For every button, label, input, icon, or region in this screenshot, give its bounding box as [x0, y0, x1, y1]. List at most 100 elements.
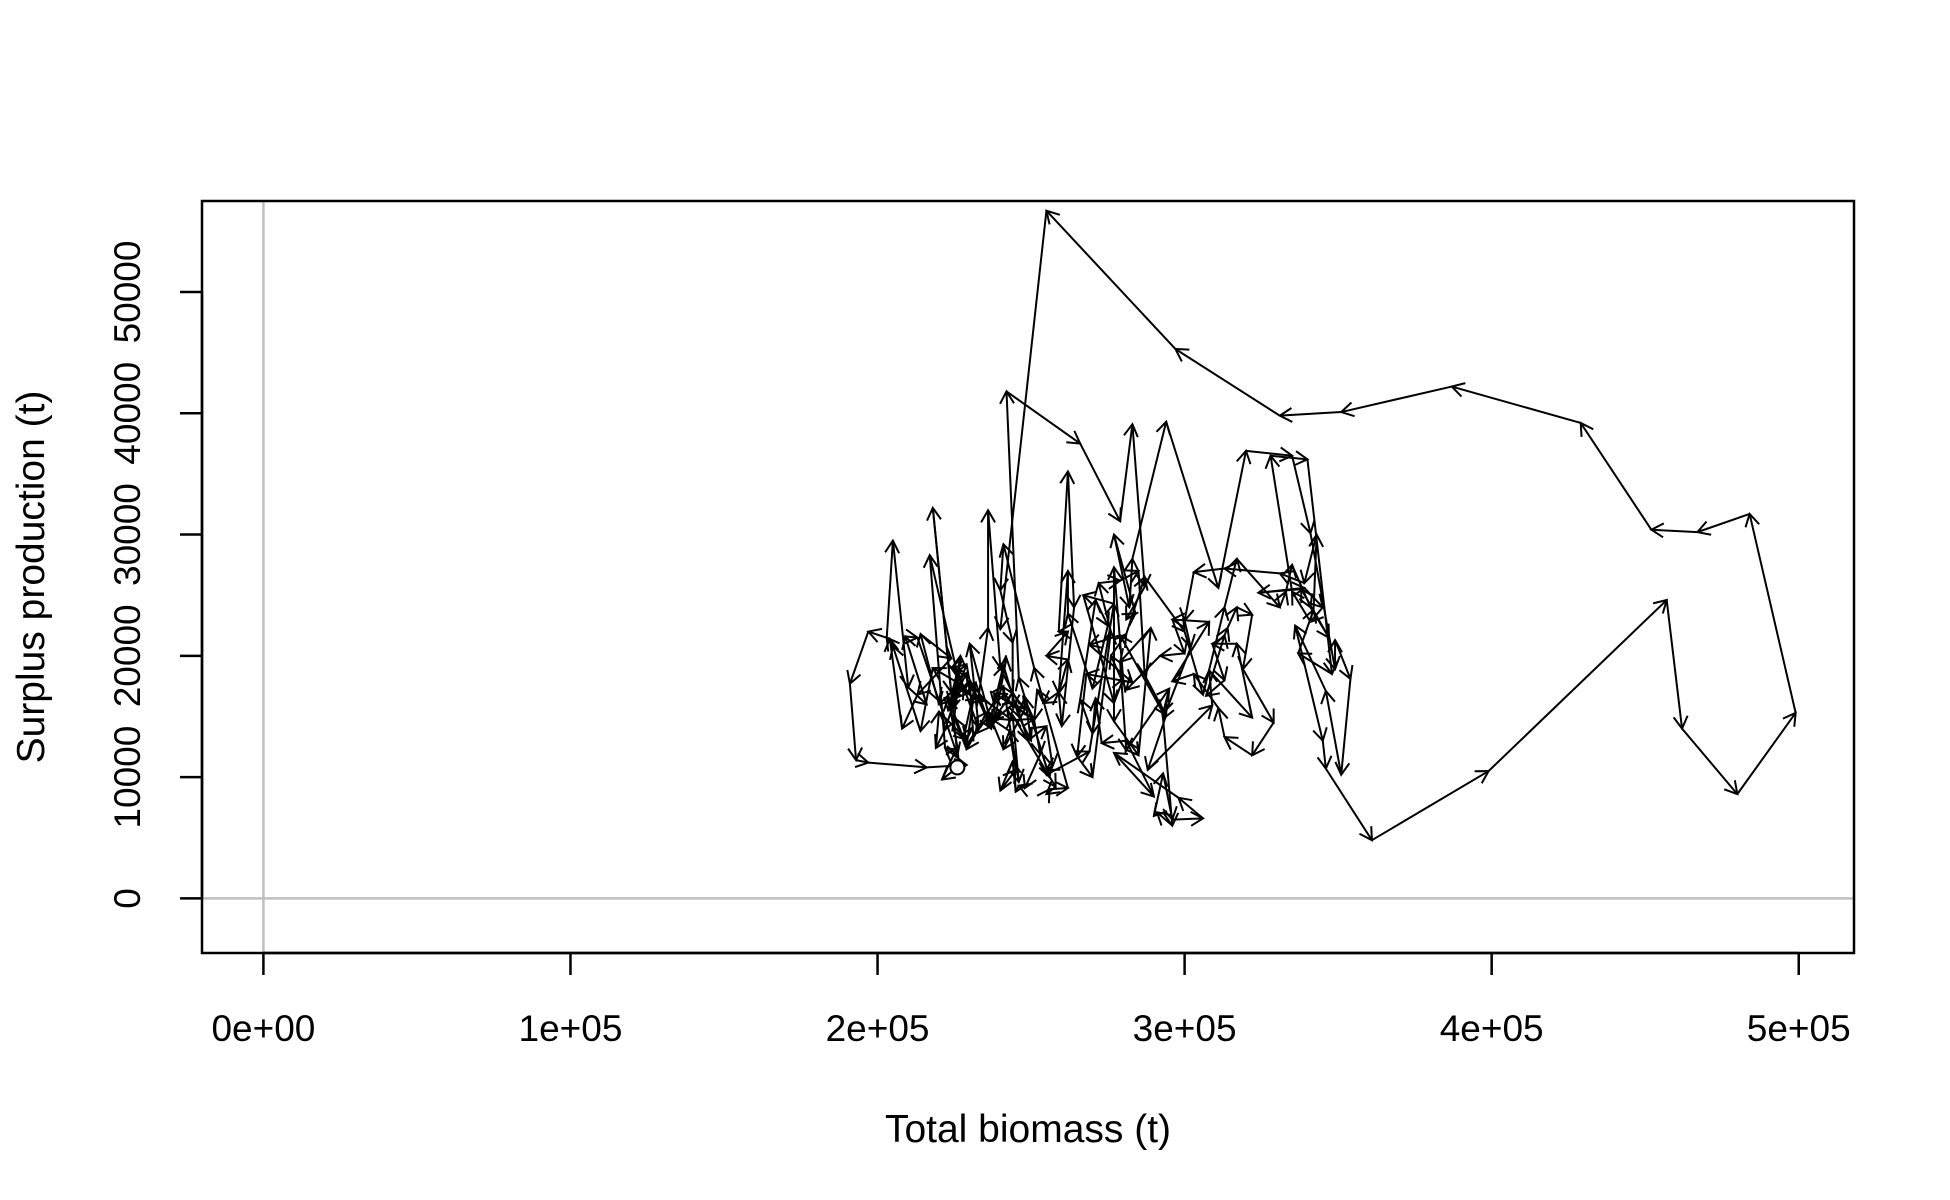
trajectory-arrow — [1112, 534, 1135, 610]
trajectory-arrow — [1055, 607, 1076, 729]
trajectory-arrow — [1173, 347, 1281, 417]
trajectory-arrow — [1291, 589, 1312, 623]
trajectory-arrow — [971, 689, 987, 704]
trajectory-arrow — [1224, 605, 1240, 629]
start-point-marker — [949, 759, 966, 776]
trajectory-arrow — [1334, 639, 1354, 681]
trajectory-arrow — [1237, 614, 1254, 672]
trajectory-arrow — [1744, 511, 1797, 714]
trajectory-arrow — [1143, 576, 1186, 634]
trajectory-arrow — [1274, 589, 1290, 608]
trajectory-arrow — [945, 655, 962, 713]
trajectory-arrow — [1045, 209, 1177, 350]
trajectory-arrow — [1736, 711, 1797, 795]
trajectory-arrow — [891, 540, 915, 690]
trajectory-arrow — [1099, 734, 1127, 750]
y-tick-label: 10000 — [107, 726, 148, 829]
trajectory-arrow — [1049, 780, 1070, 797]
y-tick-label: 50000 — [107, 241, 148, 344]
y-tick-label: 0 — [107, 888, 148, 909]
trajectory-arrow — [1051, 690, 1068, 727]
trajectory-arrow — [1170, 670, 1195, 686]
trajectory-arrow — [1371, 770, 1491, 842]
trajectory-arrow — [1137, 625, 1158, 756]
trajectory-arrow — [1119, 422, 1139, 522]
trajectory-arrow — [980, 508, 996, 628]
trajectory-arrow — [1215, 626, 1231, 642]
trajectory-arrow — [1003, 729, 1020, 771]
trajectory-arrow — [1236, 602, 1254, 617]
trajectory-arrow — [1665, 599, 1689, 731]
trajectory-arrow — [1079, 443, 1122, 523]
y-axis-title: Surplus production (t) — [10, 391, 53, 764]
trajectory-arrow — [1236, 558, 1282, 609]
trajectory-arrow — [1299, 534, 1318, 586]
trajectory-arrow — [1014, 675, 1051, 778]
trajectory-arrow — [1056, 623, 1072, 640]
trajectory-arrow — [868, 758, 929, 775]
trajectory-arrow — [1222, 736, 1253, 757]
trajectory-arrow — [1245, 446, 1295, 463]
trajectory-arrow — [1057, 469, 1076, 632]
trajectory-arrow — [999, 768, 1017, 792]
trajectory-arrow — [846, 631, 870, 686]
trajectory-arrow — [1089, 696, 1105, 744]
trajectory-arrow — [1277, 407, 1342, 423]
trajectory-arrow — [1084, 668, 1133, 684]
trajectory-arrow — [1327, 638, 1343, 670]
trajectory-arrow — [1449, 382, 1581, 424]
y-tick-label: 30000 — [107, 483, 148, 586]
trajectory-arrow — [1251, 721, 1275, 757]
trajectory-arrow — [883, 636, 904, 729]
trajectory-arrow — [1143, 674, 1168, 718]
x-axis: 0e+00 1e+05 2e+05 3e+05 4e+05 5e+05 — [211, 951, 1851, 1049]
trajectory-arrow — [1081, 590, 1115, 606]
trajectory-arrow — [1158, 646, 1185, 663]
trajectory-arrow — [1681, 727, 1739, 796]
trajectory-arrow — [854, 752, 871, 769]
x-tick-label: 0e+00 — [211, 1008, 315, 1049]
x-tick-label: 1e+05 — [519, 1008, 623, 1049]
trajectory-arrow — [1223, 556, 1242, 608]
trajectory-arrow — [960, 725, 975, 742]
trajectory-arrow — [1242, 668, 1275, 725]
trajectory-arrow — [1316, 740, 1333, 771]
trajectory-arrow — [1165, 421, 1223, 590]
trajectory-arrow — [1029, 666, 1069, 789]
trajectory-arrow — [993, 210, 1048, 632]
trajectory-arrow — [1022, 753, 1042, 790]
trajectory-arrow — [1179, 571, 1195, 623]
trajectory-arrow — [1076, 755, 1094, 779]
trajectory-arrow — [1005, 390, 1082, 445]
plot-frame — [200, 199, 1856, 955]
trajectory-arrow — [977, 625, 995, 695]
trajectory-arrow — [1147, 704, 1214, 771]
trajectory-arrow — [1579, 421, 1653, 531]
trajectory-arrow — [1217, 448, 1252, 589]
trajectory-arrow — [1487, 598, 1669, 772]
trajectory-arrow — [1213, 706, 1229, 738]
trajectory-arrow — [964, 686, 981, 702]
trajectory-arrow — [1176, 796, 1204, 820]
trajectory-arrow — [1036, 787, 1051, 804]
trajectory-arrow — [1044, 650, 1069, 666]
x-tick-label: 3e+05 — [1133, 1008, 1237, 1049]
trajectory-arrow — [1649, 522, 1698, 539]
trajectory-arrow — [915, 632, 940, 705]
trajectory-arrow — [1113, 752, 1156, 799]
trajectory-arrow — [987, 510, 1008, 670]
trajectory-arrow — [1294, 625, 1328, 743]
x-axis-title: Total biomass (t) — [885, 1108, 1171, 1151]
trajectory-arrow — [999, 389, 1020, 678]
trajectory-arrow — [1325, 768, 1373, 842]
trajectory-arrow — [1125, 686, 1171, 752]
trajectory-arrow — [1339, 385, 1452, 418]
trajectory-arrow — [1695, 512, 1750, 536]
trajectory-arrow — [847, 683, 863, 763]
trajectory-arrow — [1222, 561, 1280, 578]
trajectory-arrow — [1202, 605, 1230, 695]
y-tick-label: 20000 — [107, 604, 148, 707]
trajectory-series — [846, 209, 1797, 842]
trajectory-arrow — [1172, 810, 1206, 827]
